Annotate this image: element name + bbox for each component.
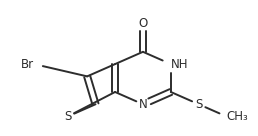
Text: O: O xyxy=(138,17,148,30)
Text: Br: Br xyxy=(21,58,34,71)
Text: S: S xyxy=(195,98,203,111)
Text: CH₃: CH₃ xyxy=(227,110,248,123)
Text: N: N xyxy=(139,98,147,111)
Text: NH: NH xyxy=(171,58,188,71)
Text: S: S xyxy=(64,110,71,123)
